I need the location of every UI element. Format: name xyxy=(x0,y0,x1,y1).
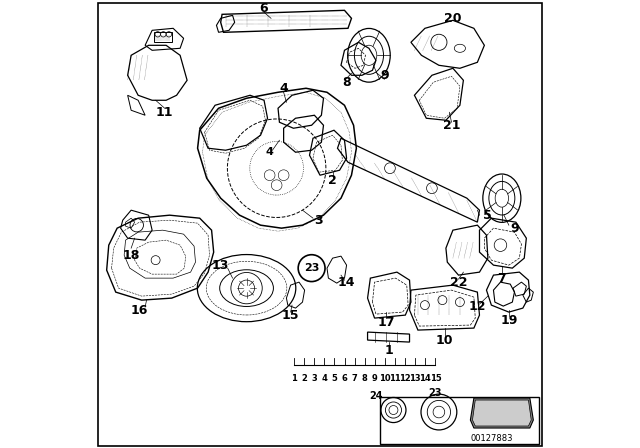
Text: 1: 1 xyxy=(384,344,393,357)
Text: 19: 19 xyxy=(500,314,518,327)
Text: 12: 12 xyxy=(468,300,486,313)
Text: 18: 18 xyxy=(122,249,140,262)
Text: 23: 23 xyxy=(304,263,319,273)
Text: 24: 24 xyxy=(370,391,383,401)
Text: 4: 4 xyxy=(321,374,327,383)
Polygon shape xyxy=(470,398,533,428)
Text: 7: 7 xyxy=(352,374,358,383)
Text: 14: 14 xyxy=(338,276,355,289)
Text: 1: 1 xyxy=(291,374,297,383)
Polygon shape xyxy=(472,400,531,426)
Text: 21: 21 xyxy=(443,119,460,132)
Text: 8: 8 xyxy=(342,76,351,89)
Text: 7: 7 xyxy=(497,271,506,284)
Text: 22: 22 xyxy=(450,276,467,289)
Text: 3: 3 xyxy=(312,374,317,383)
Text: 5: 5 xyxy=(483,209,492,222)
Text: 9: 9 xyxy=(510,222,519,235)
Text: 15: 15 xyxy=(429,374,442,383)
Text: 8: 8 xyxy=(362,374,367,383)
Text: 13: 13 xyxy=(410,374,421,383)
Text: 13: 13 xyxy=(212,258,229,271)
Text: 6: 6 xyxy=(342,374,348,383)
Text: 20: 20 xyxy=(444,12,461,25)
Text: 9: 9 xyxy=(380,69,388,82)
Text: 14: 14 xyxy=(419,374,431,383)
Text: 10: 10 xyxy=(379,374,391,383)
Text: 10: 10 xyxy=(436,334,453,347)
Text: 6: 6 xyxy=(260,2,268,15)
Text: 11: 11 xyxy=(389,374,401,383)
Text: 00127883: 00127883 xyxy=(470,434,513,443)
Text: 16: 16 xyxy=(131,304,148,317)
Text: 4: 4 xyxy=(266,147,273,157)
Text: 17: 17 xyxy=(378,315,395,328)
Text: 15: 15 xyxy=(282,309,300,322)
Text: 5: 5 xyxy=(332,374,337,383)
Text: 23: 23 xyxy=(429,388,442,398)
Text: 11: 11 xyxy=(156,106,173,119)
Text: 4: 4 xyxy=(279,82,288,95)
Bar xyxy=(380,396,540,444)
Text: 2: 2 xyxy=(328,174,337,187)
Text: 9: 9 xyxy=(372,374,378,383)
Text: 12: 12 xyxy=(399,374,411,383)
Text: 2: 2 xyxy=(301,374,307,383)
Text: 3: 3 xyxy=(314,214,323,227)
